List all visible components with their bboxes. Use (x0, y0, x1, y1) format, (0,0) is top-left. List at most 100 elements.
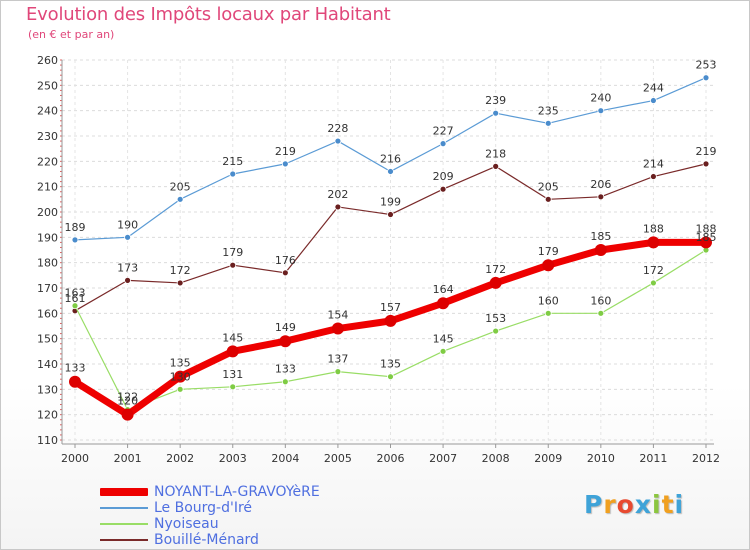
legend-swatch-bourg (100, 507, 148, 509)
data-label-nyoiseau-2003: 131 (222, 368, 243, 381)
y-tick-label-220: 220 (37, 155, 58, 168)
point-le-bourg-d-ire-2010 (597, 107, 605, 115)
data-label-bouille-me-nard-2006: 199 (380, 196, 401, 209)
data-label-bouille-me-nard-2008: 218 (485, 147, 506, 160)
point-nyoiseau-2002 (176, 385, 184, 393)
proxiti-logo: Proxiti (584, 490, 684, 519)
point-noyant-la-gravoye-re-2003 (226, 345, 239, 358)
point-bouille-me-nard-2001 (124, 276, 131, 284)
point-le-bourg-d-ire-2004 (281, 160, 289, 168)
point-bouille-me-nard-2003 (229, 261, 237, 269)
x-tick-label-2003: 2003 (219, 452, 247, 465)
data-label-noyant-la-gravoye-re-2012: 188 (696, 222, 717, 235)
point-le-bourg-d-ire-2011 (650, 97, 657, 104)
data-label-noyant-la-gravoye-re-2006: 157 (380, 301, 401, 314)
data-label-bouille-me-nard-2005: 202 (327, 188, 348, 201)
data-label-noyant-la-gravoye-re-2005: 154 (327, 309, 348, 322)
data-label-nyoiseau-2001: 122 (117, 391, 138, 404)
logo-letter: i (674, 490, 685, 519)
point-le-bourg-d-ire-2005 (334, 137, 342, 145)
x-tick-label-2012: 2012 (692, 452, 720, 465)
data-label-le-bourg-d-ire-2011: 244 (643, 82, 664, 95)
data-label-bouille-me-nard-2000: 161 (65, 292, 86, 305)
data-label-noyant-la-gravoye-re-2001: 120 (117, 395, 138, 408)
y-tick-label-210: 210 (37, 181, 58, 194)
y-tick-label-200: 200 (37, 206, 58, 219)
data-label-le-bourg-d-ire-2010: 240 (590, 92, 611, 105)
data-label-bouille-me-nard-2012: 219 (696, 145, 717, 158)
point-le-bourg-d-ire-2007 (439, 140, 447, 148)
data-label-nyoiseau-2008: 153 (485, 312, 506, 325)
y-tick-label-260: 260 (37, 54, 58, 67)
point-nyoiseau-2003 (229, 383, 237, 391)
chart-subtitle: (en € et par an) (28, 28, 115, 41)
data-label-noyant-la-gravoye-re-2008: 172 (485, 263, 506, 276)
x-tick-label-2000: 2000 (61, 452, 89, 465)
data-label-le-bourg-d-ire-2002: 205 (170, 180, 191, 193)
point-bouille-me-nard-2006 (387, 211, 394, 218)
data-label-nyoiseau-2012: 185 (696, 231, 717, 244)
point-bouille-me-nard-2005 (334, 203, 342, 211)
series-layer (69, 74, 712, 421)
data-label-le-bourg-d-ire-2001: 190 (117, 218, 138, 231)
data-label-bouille-me-nard-2007: 209 (433, 170, 454, 183)
point-noyant-la-gravoye-re-2010 (594, 244, 607, 256)
grid (62, 59, 714, 441)
y-tick-label-140: 140 (37, 358, 58, 371)
point-le-bourg-d-ire-2003 (229, 170, 237, 178)
data-label-bouille-me-nard-2009: 205 (538, 180, 559, 193)
data-label-noyant-la-gravoye-re-2011: 188 (643, 222, 664, 235)
point-nyoiseau-2010 (597, 309, 605, 317)
data-label-noyant-la-gravoye-re-2000: 133 (65, 362, 86, 375)
point-noyant-la-gravoye-re-2002 (174, 370, 187, 383)
data-label-nyoiseau-2004: 133 (275, 363, 296, 376)
point-nyoiseau-2007 (439, 347, 447, 355)
logo-letter: t (661, 490, 675, 519)
logo-letter: x (634, 490, 652, 519)
data-label-bouille-me-nard-2010: 206 (590, 178, 611, 191)
point-noyant-la-gravoye-re-2011 (647, 236, 660, 249)
legend-label-nyoiseau: Nyoiseau (154, 516, 219, 532)
x-tick-label-2005: 2005 (324, 452, 352, 465)
data-label-le-bourg-d-ire-2004: 219 (275, 145, 296, 158)
point-bouille-me-nard-2008 (492, 162, 500, 170)
logo-letter: i (652, 490, 662, 519)
data-label-noyant-la-gravoye-re-2004: 149 (275, 321, 296, 334)
data-label-bouille-me-nard-2004: 176 (275, 254, 296, 267)
logo-letter: o (616, 490, 635, 519)
y-tick-label-180: 180 (37, 257, 58, 270)
data-label-nyoiseau-2000: 163 (65, 287, 86, 300)
y-tick-label-110: 110 (37, 434, 58, 447)
y-tick-label-230: 230 (37, 130, 58, 143)
data-label-noyant-la-gravoye-re-2002: 135 (170, 357, 191, 370)
data-label-nyoiseau-2005: 137 (327, 353, 348, 366)
data-label-le-bourg-d-ire-2012: 253 (696, 59, 717, 72)
point-le-bourg-d-ire-2001 (124, 233, 131, 241)
point-nyoiseau-2011 (650, 279, 657, 287)
legend-swatch-noyant (100, 488, 148, 496)
y-tick-label-190: 190 (37, 231, 58, 244)
point-le-bourg-d-ire-2000 (71, 236, 79, 244)
y-tick-label-130: 130 (37, 383, 58, 396)
point-nyoiseau-2008 (492, 327, 500, 335)
axes: 110 120 130 140 150 160 170 180 190 200 210 220 230 2… (37, 54, 720, 465)
point-nyoiseau-2000 (71, 302, 79, 310)
point-nyoiseau-2006 (387, 373, 394, 381)
data-label-noyant-la-gravoye-re-2003: 145 (222, 331, 243, 344)
data-labels: 189 190 205 215 219 228 216 227 239 235 240 244 253 1… (65, 59, 717, 408)
data-label-nyoiseau-2009: 160 (538, 294, 559, 307)
point-noyant-la-gravoye-re-2004 (279, 335, 292, 348)
x-tick-label-2001: 2001 (114, 452, 142, 465)
data-label-nyoiseau-2006: 135 (380, 358, 401, 371)
x-tick-label-2007: 2007 (429, 452, 457, 465)
point-bouille-me-nard-2010 (597, 193, 605, 201)
data-label-nyoiseau-2002: 130 (170, 370, 191, 383)
y-tick-label-160: 160 (37, 307, 58, 320)
legend-label-noyant: NOYANT-LA-GRAVOYèRE (154, 484, 320, 500)
logo-letter: r (603, 490, 617, 519)
point-bouille-me-nard-2009 (544, 195, 552, 203)
logo-letter: P (584, 490, 604, 519)
point-nyoiseau-2009 (544, 309, 552, 317)
